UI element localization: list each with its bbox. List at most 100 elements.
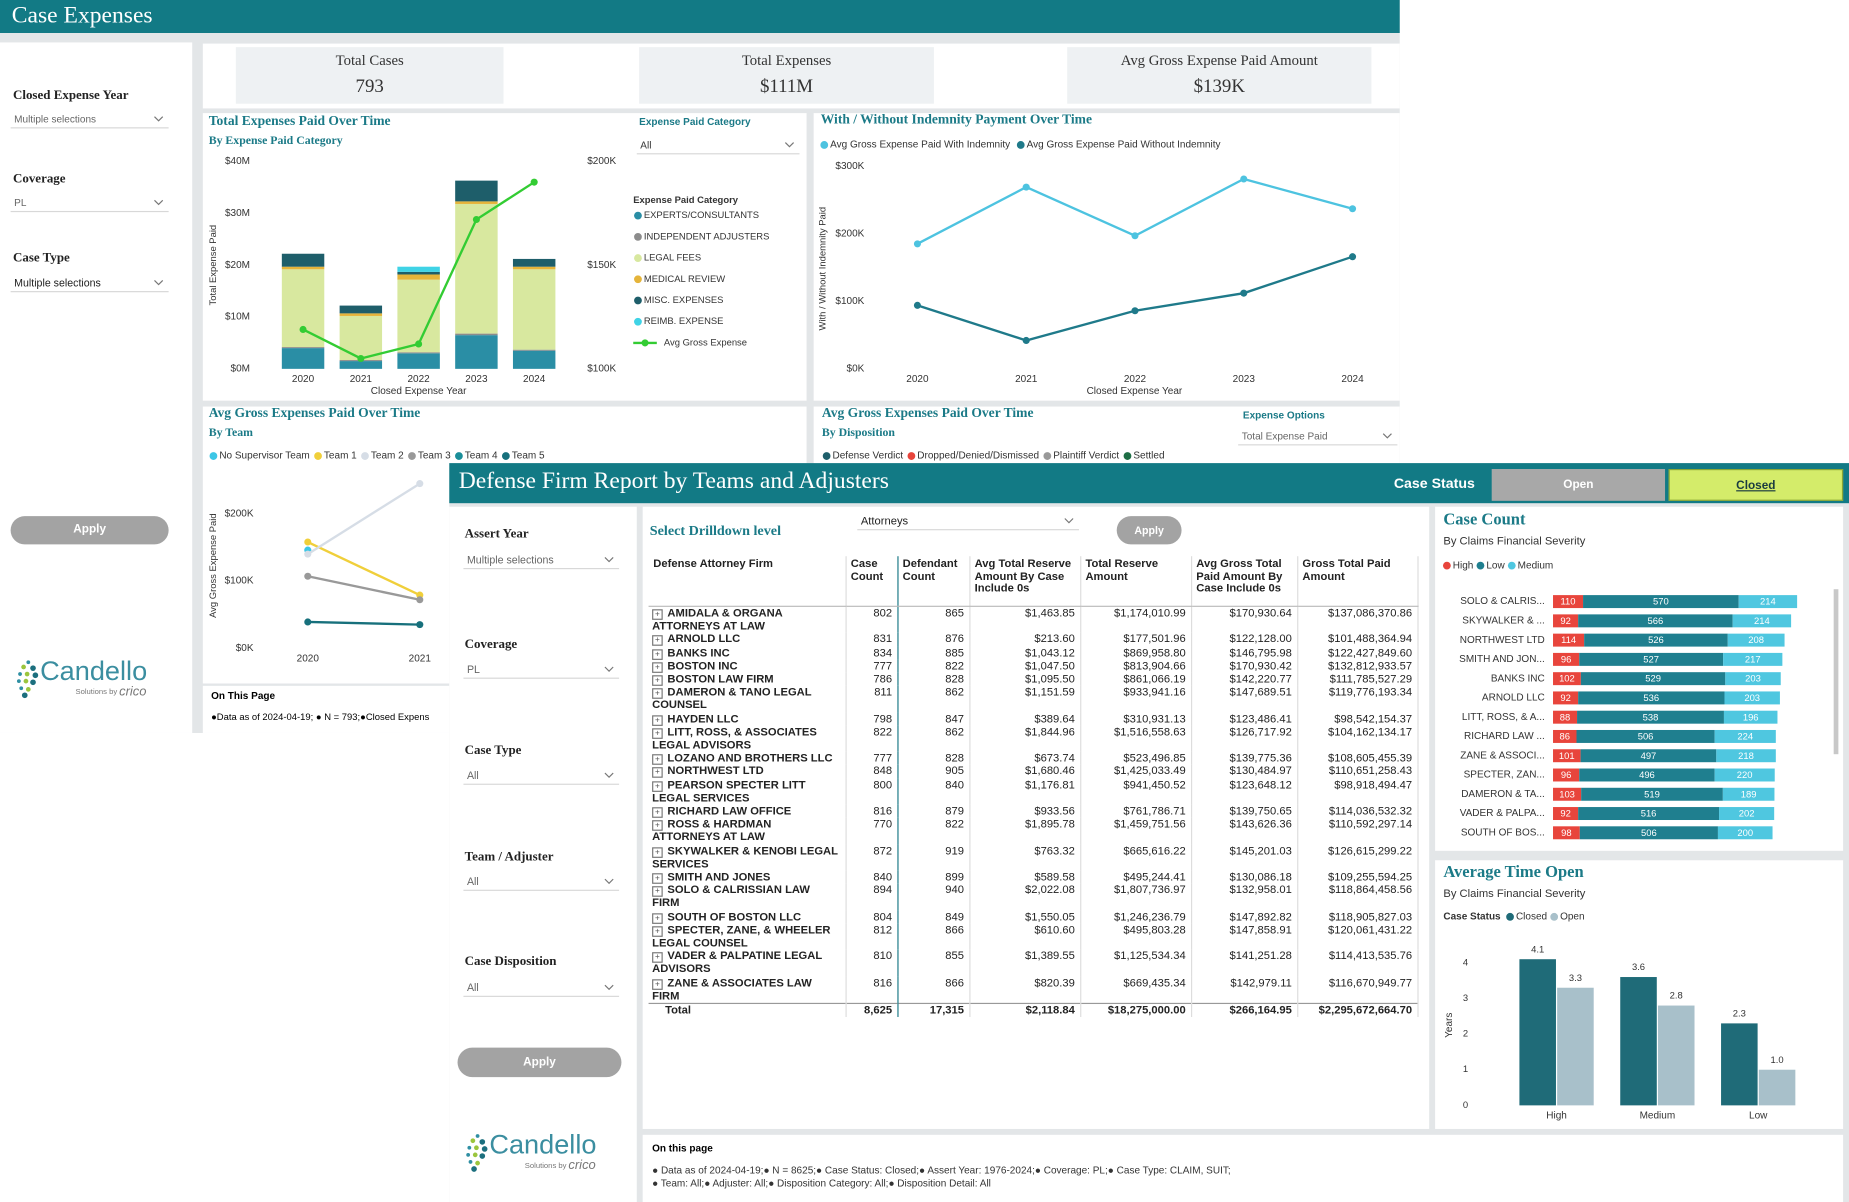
table-cell: 834: [845, 646, 898, 660]
table-cell: $1,680.46: [969, 765, 1081, 779]
expand-icon[interactable]: +: [652, 873, 663, 884]
line-series: [307, 540, 421, 597]
dropdown-value: All: [466, 981, 479, 994]
cell-text: $1,516,558.63: [1114, 725, 1186, 739]
table-row: + SOLO & CALRISSIAN LAW FIRM 894 940 $2,022.…: [648, 884, 1419, 911]
dropdown[interactable]: All: [463, 873, 620, 891]
scrollbar[interactable]: [1833, 589, 1839, 755]
chevron-line: [604, 556, 614, 563]
line-point: [416, 480, 424, 488]
y-tick-label: $100K: [835, 296, 864, 307]
expand-icon[interactable]: +: [652, 754, 663, 766]
expand-icon[interactable]: +: [652, 714, 663, 726]
dropdown[interactable]: Multiple selections: [10, 275, 169, 293]
table-cell: 816: [845, 976, 898, 1004]
bar-segment: [1553, 807, 1579, 821]
dropdown[interactable]: Total Expense Paid: [1238, 428, 1398, 446]
table-cell: 919: [897, 844, 970, 871]
legend-marker: [1550, 912, 1559, 921]
y-tick-label: $30M: [225, 208, 250, 219]
table-cell: $122,427,849.60: [1297, 646, 1419, 660]
dropdown[interactable]: All: [636, 137, 800, 155]
y-tick-label: $300K: [835, 161, 864, 172]
cell-text: $118,905,827.03: [1328, 910, 1413, 924]
dropdown[interactable]: PL: [10, 194, 169, 213]
table-cell: $132,958.01: [1191, 884, 1298, 911]
table-cell: + BOSTON INC: [648, 659, 847, 673]
cell-text: $589.58: [1034, 870, 1075, 884]
expand-icon[interactable]: +: [652, 807, 663, 818]
dropdown[interactable]: Attorneys: [857, 513, 1079, 531]
chevron: [1382, 433, 1392, 439]
expand-icon[interactable]: +: [652, 648, 663, 660]
table-cell: $177,501.96: [1080, 633, 1192, 647]
table-row: + RICHARD LAW OFFICE 816 879 $933.56 $761,786…: [648, 804, 1419, 819]
expand-icon[interactable]: +: [652, 675, 663, 686]
category-label: RICHARD LAW ...: [1464, 731, 1545, 742]
table-row: + SOUTH OF BOSTON LLC 804 849 $1,550.05 $1,24…: [648, 910, 1419, 924]
expand-icon[interactable]: +: [652, 635, 663, 647]
table-cell: 855: [897, 950, 970, 977]
expand-icon[interactable]: +: [652, 912, 663, 924]
apply-button[interactable]: Apply: [457, 1047, 622, 1078]
y-tick-label: 0: [1463, 1099, 1468, 1110]
value-label: 3.3: [1569, 972, 1582, 983]
cell-text: $669,435.34: [1123, 976, 1186, 990]
y-axis-label: Total Expense Paid: [207, 225, 218, 306]
dropdown[interactable]: Multiple selections: [463, 552, 620, 570]
expand-icon[interactable]: +: [652, 662, 663, 673]
apply-button[interactable]: Apply: [10, 516, 169, 545]
kpi-card: Avg Gross Expense Paid Amount $139K: [1067, 47, 1372, 104]
bar: [1620, 977, 1657, 1106]
status-tab[interactable]: Open: [1491, 469, 1666, 501]
table-cell: $266,164.95: [1191, 1002, 1298, 1018]
table-cell: 862: [897, 725, 970, 753]
bar-segment: [1553, 710, 1578, 724]
cell-text: 822: [945, 659, 965, 673]
table-cell: 798: [845, 712, 898, 726]
cell-text: 816: [873, 976, 893, 990]
table-cell: $310,931.13: [1080, 712, 1192, 726]
legend-label: Plaintiff Verdict: [1053, 451, 1119, 462]
dropdown[interactable]: PL: [463, 661, 620, 679]
table-cell: $114,036,532.32: [1297, 804, 1419, 819]
bar-segment: [1577, 710, 1724, 724]
table-cell: + PEARSON SPECTER LITT LEGAL SERVICES: [648, 778, 847, 805]
dropdown[interactable]: Multiple selections: [10, 111, 169, 129]
table-cell: $132,812,933.57: [1297, 659, 1419, 673]
legend-label: Defense Verdict: [833, 451, 904, 462]
legend-title: Case Status: [1443, 911, 1501, 922]
logo-tagline: Solutions by: [75, 688, 118, 697]
table-cell: $1,550.05: [969, 910, 1081, 924]
chevron-line: [154, 280, 164, 286]
table-cell: $1,389.55: [969, 950, 1081, 977]
table-cell: $1,043.12: [969, 646, 1081, 660]
cell-text: $126,615,299.22: [1327, 844, 1413, 858]
table-cell: 847: [897, 712, 970, 726]
cell-text: $98,542,154.37: [1334, 712, 1413, 726]
y-axis-label: Avg Gross Expense Paid: [207, 513, 218, 618]
status-tab[interactable]: Closed: [1668, 469, 1844, 501]
expand-icon[interactable]: +: [652, 767, 663, 779]
table-cell: + DAMERON & TANO LEGAL COUNSEL: [648, 686, 847, 713]
category-label: SOLO & CALRIS...: [1460, 596, 1545, 607]
logo-dot: [24, 671, 30, 677]
footer-title: On this page: [652, 1141, 713, 1154]
cell-text: $1,463.85: [1025, 606, 1075, 620]
filter-label: Coverage: [464, 637, 518, 652]
table-cell: + ZANE & ASSOCIATES LAW FIRM: [648, 976, 847, 1004]
legend-marker: [641, 339, 649, 347]
table-cell: $170,930.64: [1191, 606, 1298, 634]
dropdown[interactable]: All: [463, 979, 620, 997]
cell-text: $122,128.00: [1229, 633, 1292, 647]
table-cell: 840: [845, 870, 898, 885]
table-cell: $495,244.41: [1080, 870, 1192, 885]
table-cell: 8,625: [845, 1002, 898, 1018]
apply-button[interactable]: Apply: [1116, 516, 1182, 545]
table-cell: $142,220.77: [1191, 672, 1298, 687]
table-cell: $761,786.71: [1080, 804, 1192, 819]
dropdown[interactable]: All: [463, 767, 620, 785]
cell-text: $861,066.19: [1123, 672, 1186, 686]
bar-segment: [512, 350, 556, 369]
y-tick-label: 2: [1463, 1028, 1468, 1039]
